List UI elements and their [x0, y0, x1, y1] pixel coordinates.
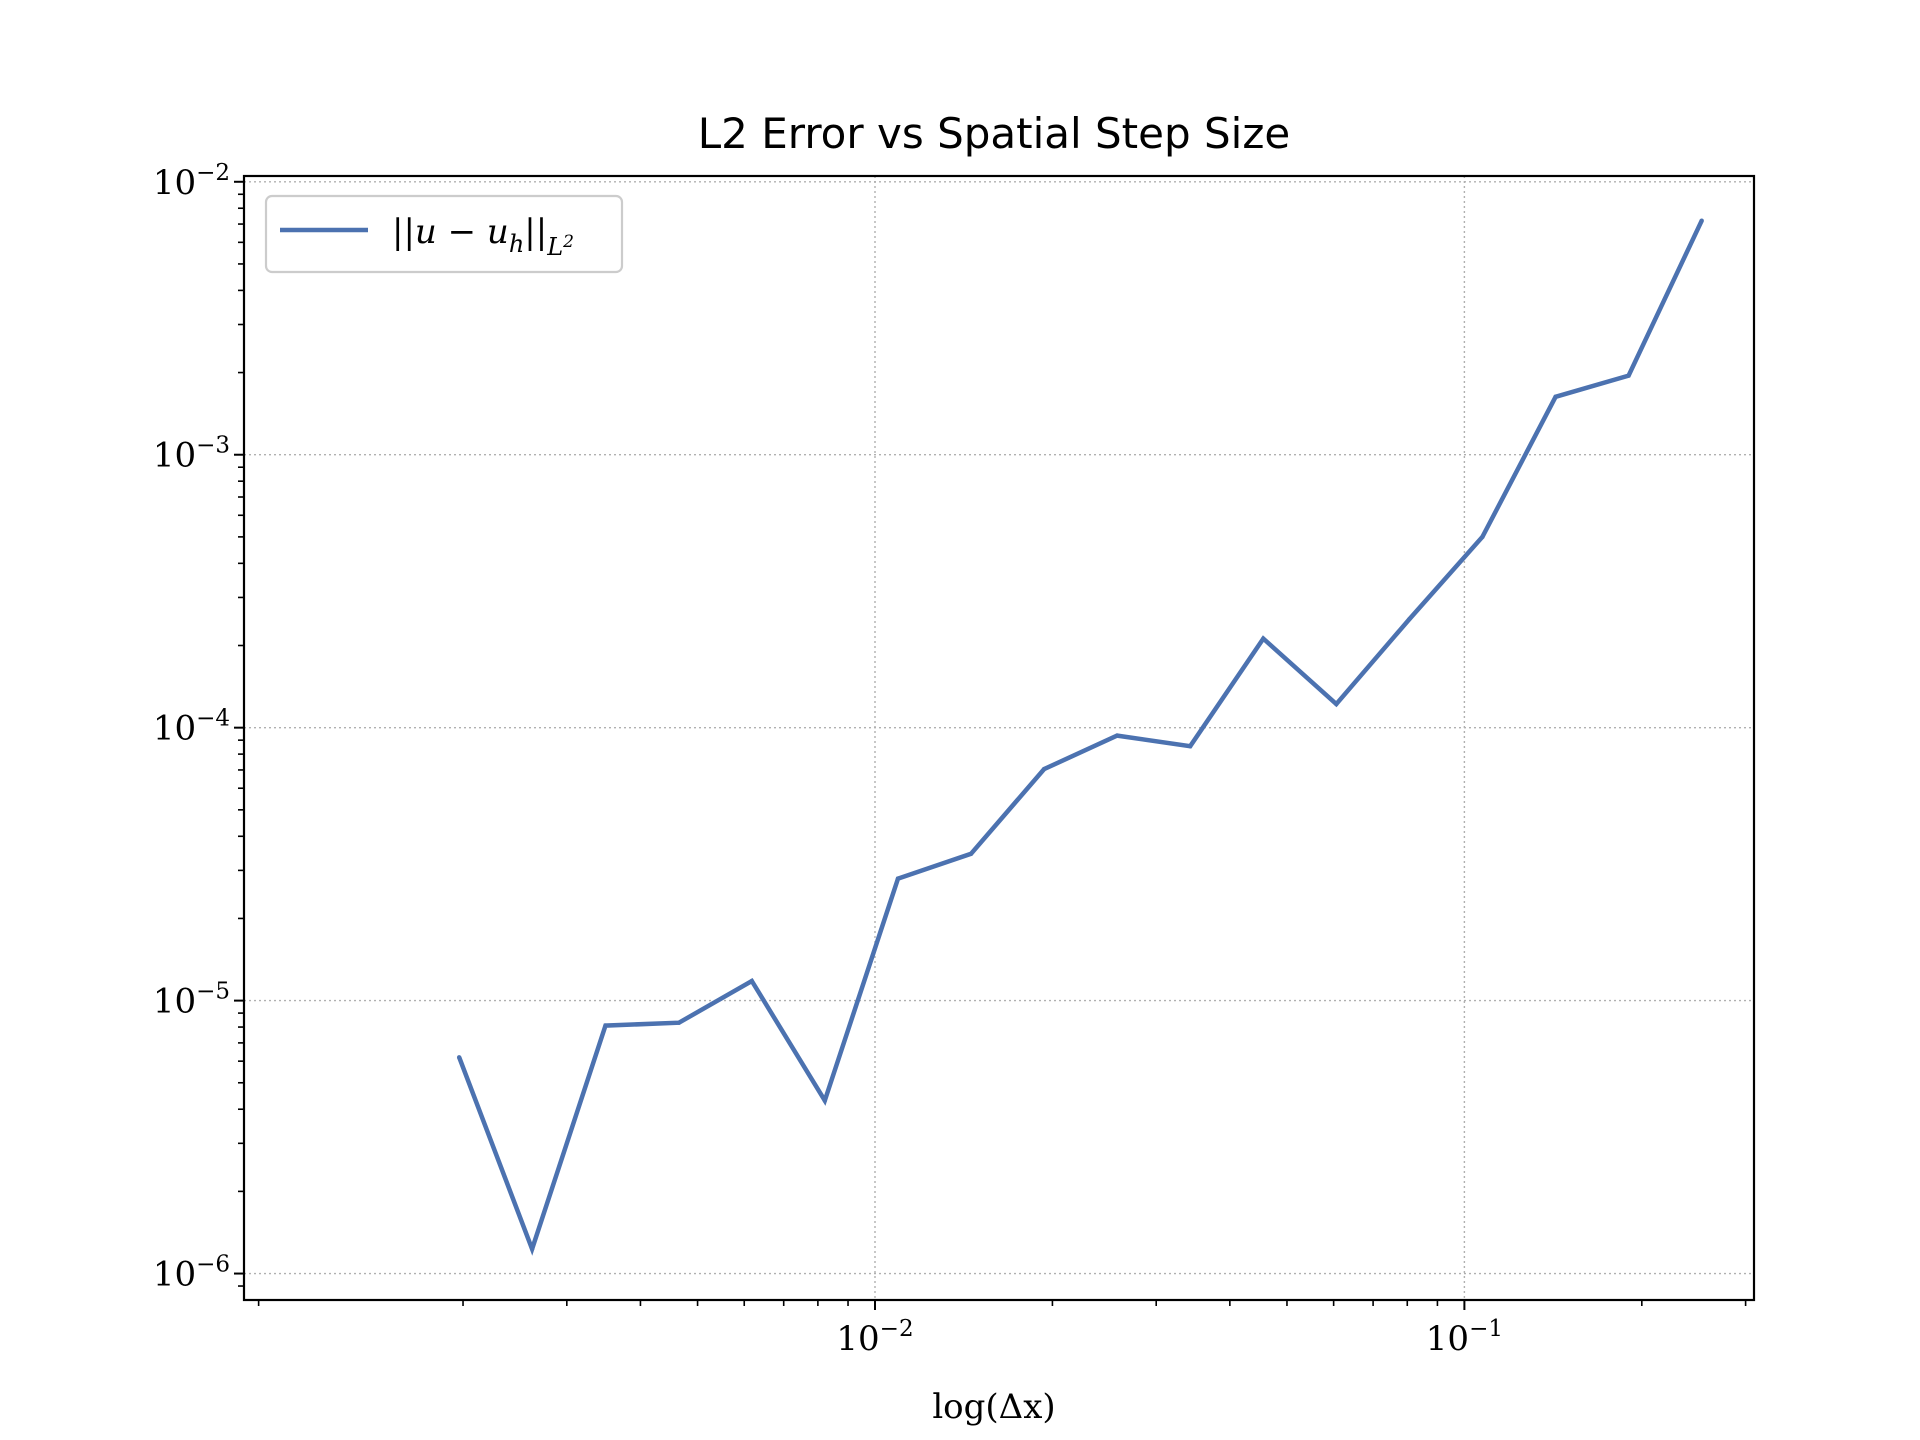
data-point	[1480, 534, 1485, 540]
y-tick-label: 10−3	[153, 433, 230, 476]
data-point	[1334, 701, 1339, 707]
legend-label-main: ||u − u	[392, 212, 509, 252]
x-tick-label: 10−2	[836, 1316, 913, 1359]
y-tick-label-base: 10	[153, 1255, 196, 1295]
plot-frame	[242, 174, 1756, 1302]
data-point	[1114, 733, 1120, 738]
grid-lines	[244, 176, 1754, 1300]
data-point	[603, 1023, 608, 1028]
data-point	[1699, 218, 1704, 223]
y-tick-label: 10−4	[153, 706, 230, 749]
legend-label: ||u − uh||L2	[392, 212, 574, 261]
y-tick-label-exponent: −5	[196, 979, 230, 1005]
legend-label-tail-sub: L	[546, 233, 563, 261]
major-ticks	[234, 180, 1466, 1310]
data-point	[1261, 636, 1266, 641]
legend-label-tail: ||	[524, 212, 547, 252]
series-line	[457, 219, 1704, 1256]
data-point	[529, 1246, 535, 1252]
data-point	[676, 1020, 682, 1025]
x-axis-label: log(Δx)	[932, 1387, 1055, 1427]
data-point	[895, 876, 901, 881]
chart-title: L2 Error vs Spatial Step Size	[698, 109, 1290, 158]
y-tick-label-exponent: −2	[196, 160, 230, 186]
y-tick-label-exponent: −6	[196, 1252, 230, 1278]
data-point	[1041, 766, 1047, 772]
data-point	[456, 1055, 462, 1060]
legend-box	[264, 194, 624, 274]
y-tick-label: 10−5	[153, 979, 230, 1022]
y-tick-label-base: 10	[153, 982, 196, 1022]
x-tick-label-exponent: −1	[1469, 1316, 1503, 1342]
data-point	[1407, 616, 1412, 622]
legend-label-sub: h	[509, 230, 524, 258]
y-tick-label-base: 10	[153, 436, 196, 476]
series-layer	[456, 218, 1704, 1256]
legend-label-tail-sup: 2	[562, 232, 574, 252]
y-tick-label-exponent: −4	[196, 706, 230, 732]
tick-labels: 10−2 10−110−610−510−410−310−2	[153, 160, 1503, 1359]
data-point	[1626, 373, 1631, 378]
data-point	[968, 851, 974, 857]
x-tick-label-base: 10	[836, 1319, 879, 1359]
data-point	[822, 1098, 828, 1103]
x-tick-label-base: 10	[1426, 1319, 1469, 1359]
y-tick-label: 10−6	[153, 1252, 230, 1295]
x-tick-label: 10−1	[1426, 1316, 1503, 1359]
legend: ||u − uh||L2	[264, 194, 624, 274]
y-tick-label-base: 10	[153, 163, 196, 203]
y-tick-label-base: 10	[153, 709, 196, 749]
y-tick-label-exponent: −3	[196, 433, 230, 459]
x-tick-label-exponent: −2	[880, 1316, 914, 1342]
y-tick-label: 10−2	[153, 160, 230, 203]
data-point	[1553, 394, 1558, 400]
data-point	[749, 978, 755, 984]
data-point	[1187, 744, 1193, 749]
